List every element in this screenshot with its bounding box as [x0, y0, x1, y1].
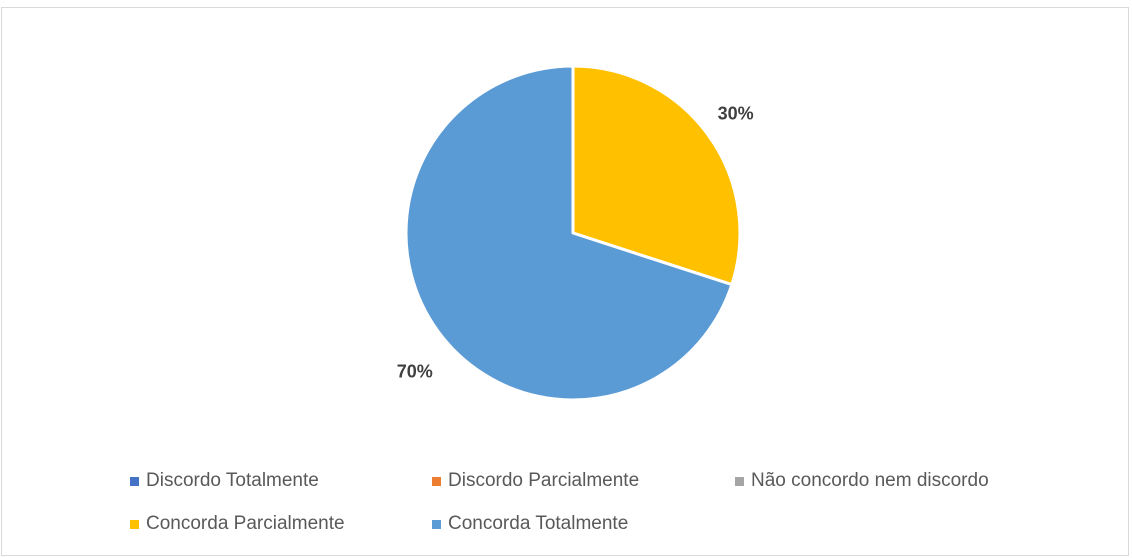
legend-label: Concorda Totalmente [448, 513, 629, 534]
legend-swatch [130, 519, 139, 529]
pie-data-label: 30% [718, 104, 754, 124]
legend-label: Discordo Parcialmente [448, 470, 640, 491]
pie-data-labels: 30% 70% [397, 104, 754, 382]
pie-slice-concorda-totalmente [404, 64, 734, 402]
legend-item-discordo-parcialmente: Discordo Parcialmente [432, 468, 639, 494]
legend-swatch [432, 519, 441, 529]
legend-item-nao-concordo-nem-discordo: Não concordo nem discordo [735, 468, 989, 494]
legend-item-concorda-totalmente: Concorda Totalmente [432, 511, 628, 537]
legend-swatch [432, 476, 441, 486]
legend-swatch [130, 476, 139, 486]
legend-label: Concorda Parcialmente [146, 513, 345, 534]
legend-label: Não concordo nem discordo [751, 470, 989, 491]
pie-slice-concorda-parcialmente [571, 64, 742, 287]
pie-data-label: 70% [397, 361, 433, 381]
legend-swatch [735, 476, 744, 486]
legend-item-concorda-parcialmente: Concorda Parcialmente [130, 511, 345, 537]
pie-slices [404, 64, 742, 402]
legend-item-discordo-totalmente: Discordo Totalmente [130, 468, 319, 494]
legend-label: Discordo Totalmente [146, 470, 319, 491]
